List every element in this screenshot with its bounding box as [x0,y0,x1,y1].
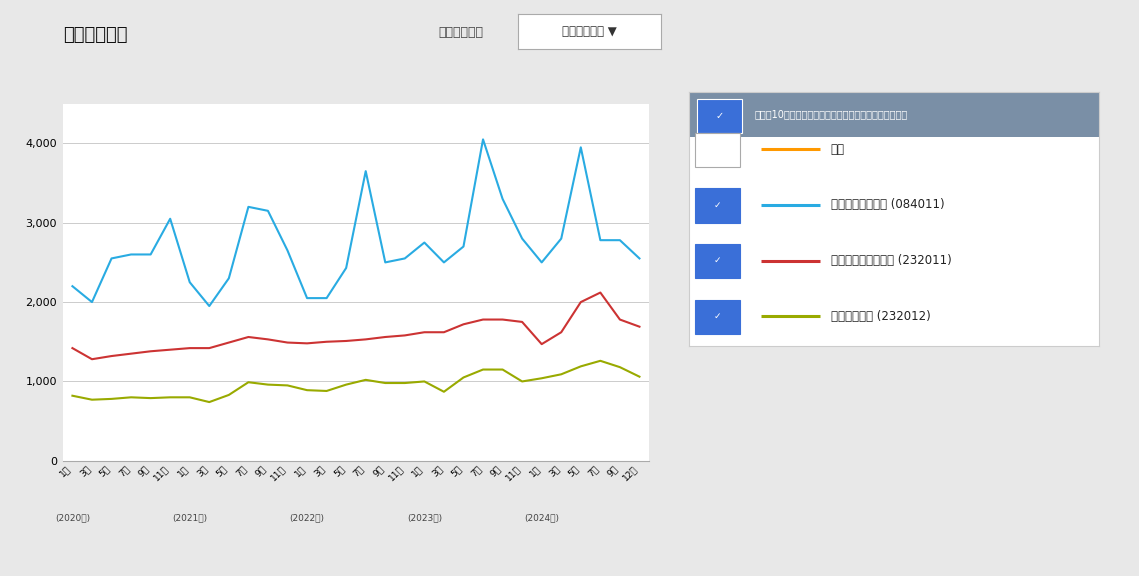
Text: 千人当り金額 ▼: 千人当り金額 ▼ [562,25,617,38]
Text: 最大で10個まで選択できます（無選択にはできません）: 最大で10個まで選択できます（無選択にはできません） [755,109,908,119]
Text: 栄養補給菓子 (232012): 栄養補給菓子 (232012) [830,310,931,323]
Text: ✓: ✓ [714,256,721,265]
Text: 折れ線グラフ: 折れ線グラフ [439,26,484,39]
Text: (2024年): (2024年) [524,514,559,522]
Text: ✓: ✓ [714,312,721,321]
Text: 合計: 合計 [830,143,844,156]
Text: ✓: ✓ [714,200,721,210]
FancyBboxPatch shape [697,99,743,132]
FancyBboxPatch shape [695,132,740,167]
Text: ✓: ✓ [715,111,724,121]
Text: (2022年): (2022年) [289,514,325,522]
FancyBboxPatch shape [695,188,740,223]
Text: 栄養補給ドリンク (084011): 栄養補給ドリンク (084011) [830,199,944,211]
Text: (2020年): (2020年) [55,514,90,522]
Text: (2023年): (2023年) [407,514,442,522]
Text: 販売動向比較: 販売動向比較 [63,26,128,44]
Bar [689,92,1099,137]
Text: (2021年): (2021年) [172,514,207,522]
FancyBboxPatch shape [695,300,740,334]
Text: 栄養補給錠剤・錠菓 (232011): 栄養補給錠剤・錠菓 (232011) [830,254,951,267]
FancyBboxPatch shape [695,244,740,278]
